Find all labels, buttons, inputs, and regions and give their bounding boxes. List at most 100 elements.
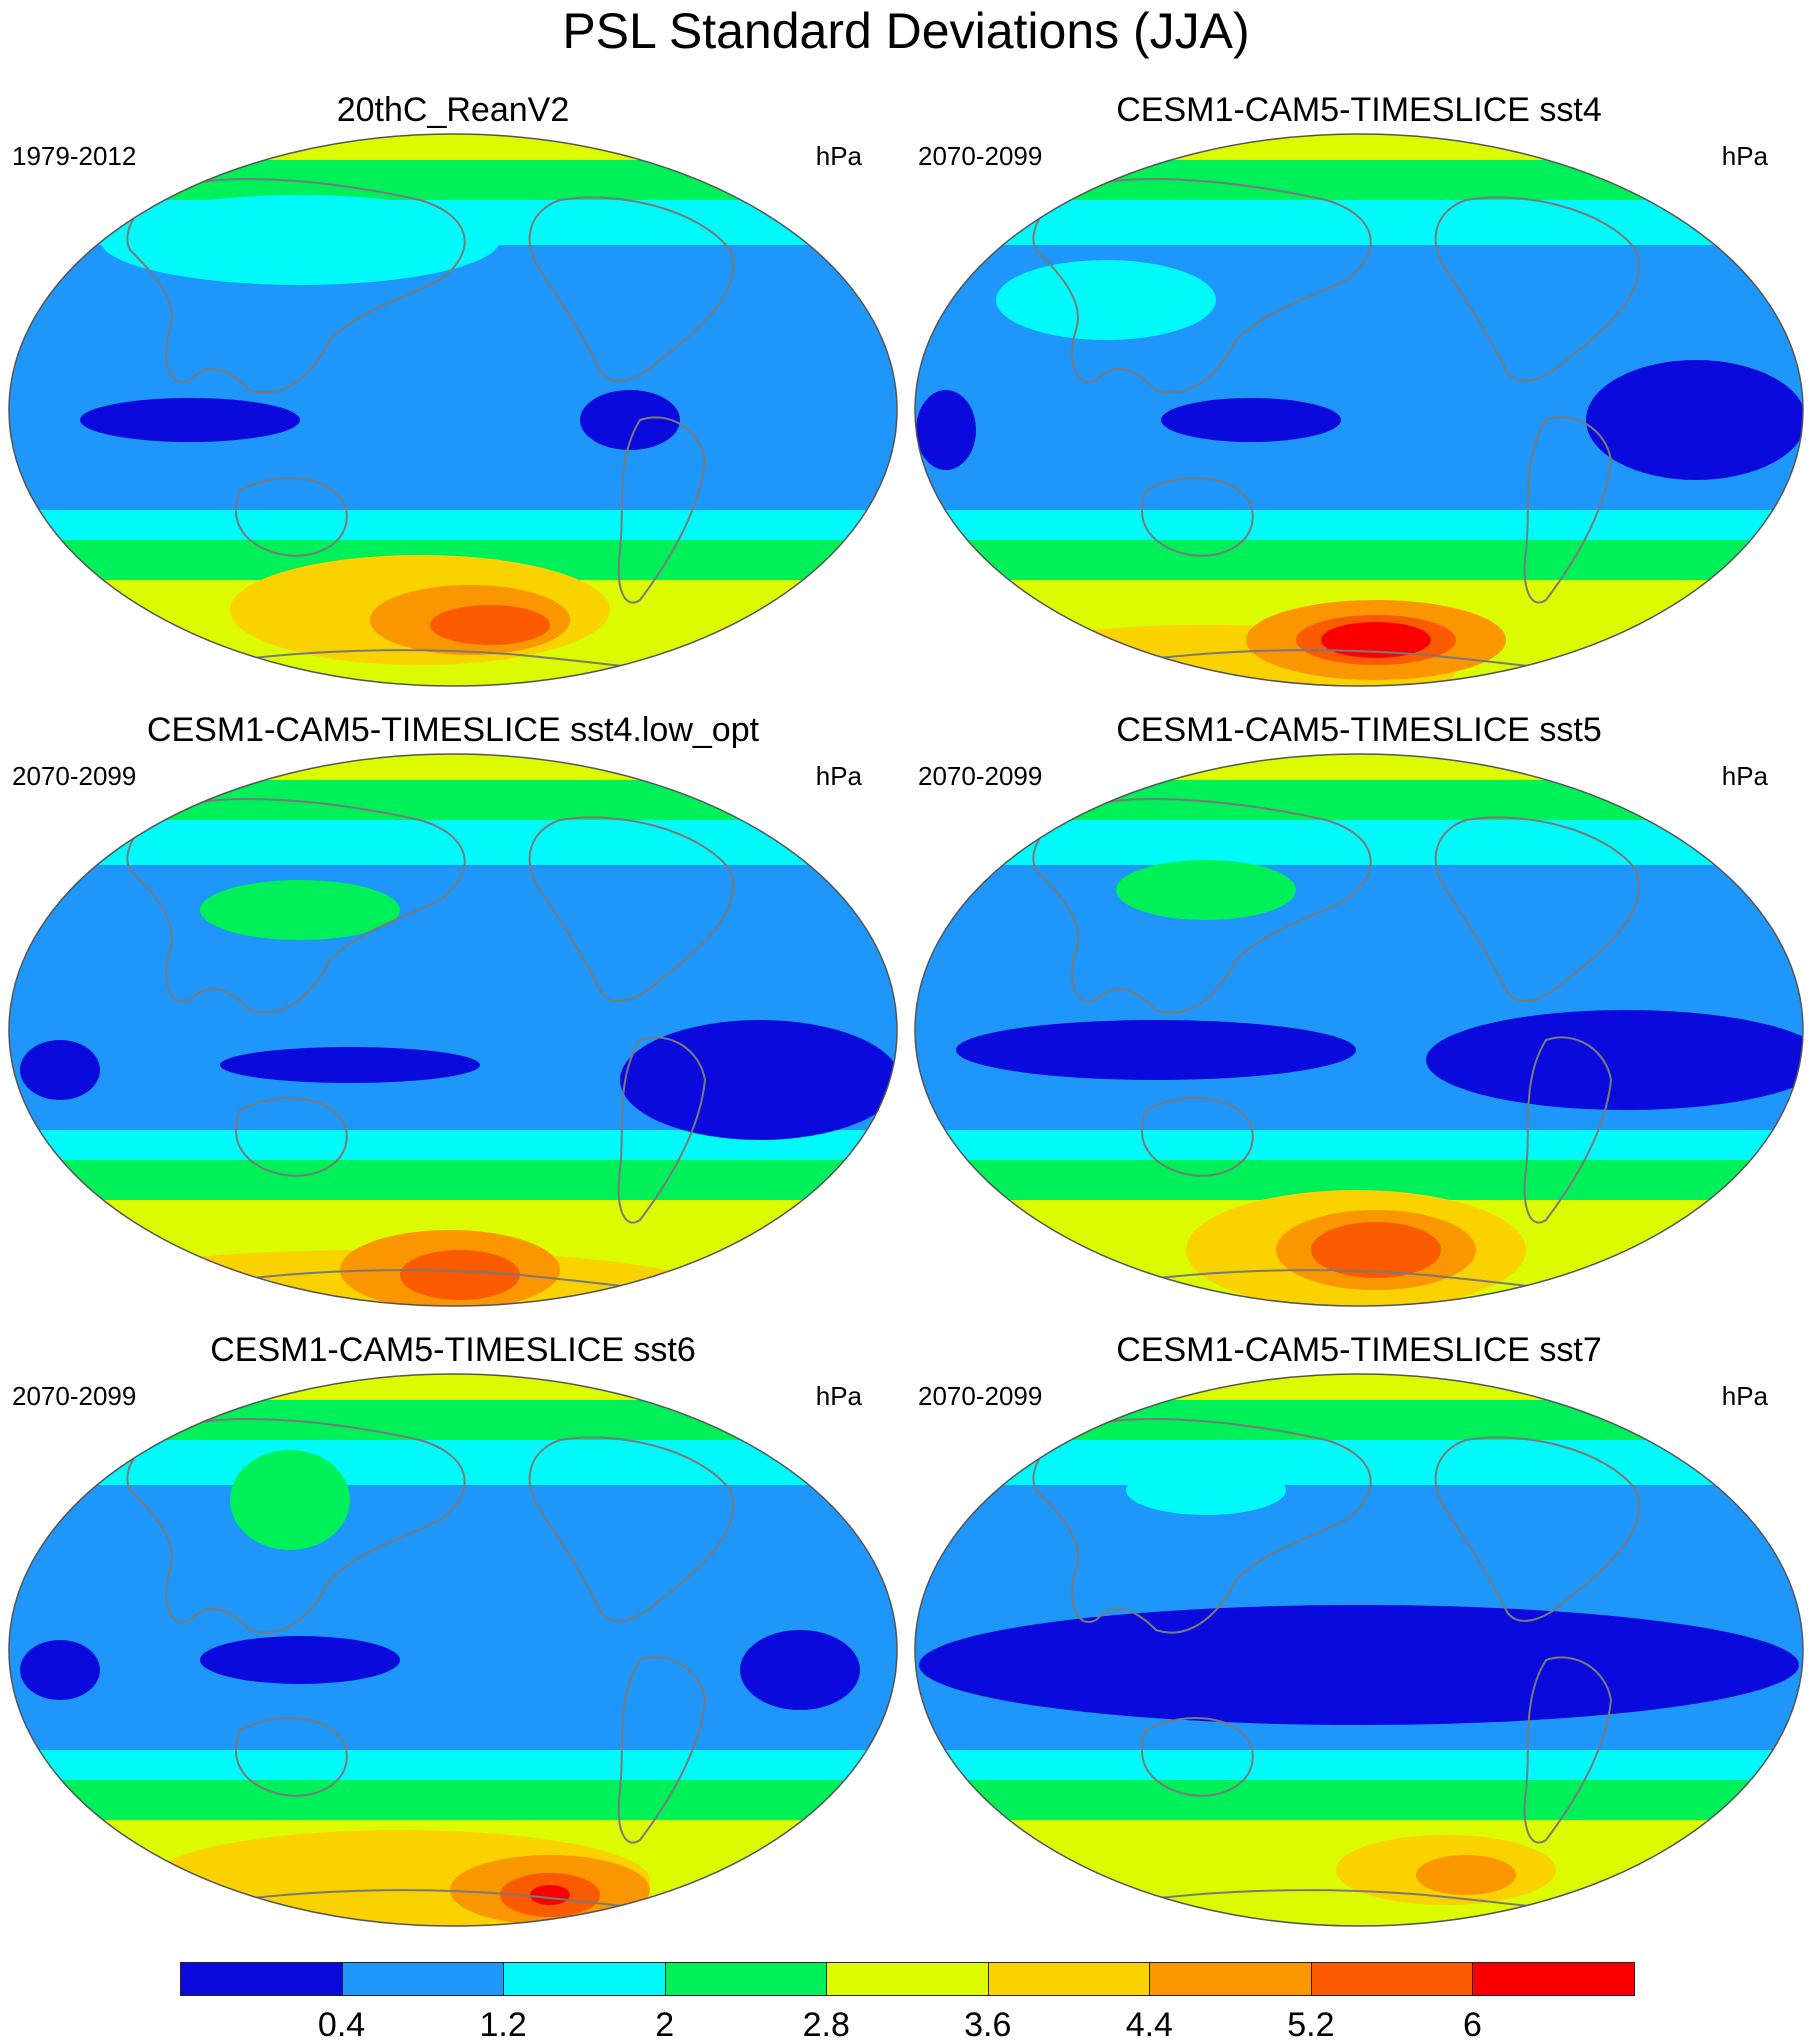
- map-outline: [8, 753, 898, 1307]
- contour-band: [9, 780, 897, 820]
- coast-australia: [235, 477, 348, 557]
- contour-band: [915, 510, 1803, 540]
- contour-band: [915, 1440, 1803, 1485]
- contour-band: [9, 820, 897, 865]
- coast-north-america: [1434, 1436, 1640, 1622]
- map-panel-sst4: CESM1-CAM5-TIMESLICE sst4 2070-2099 hPa: [906, 90, 1812, 710]
- colorbar-segment: [826, 1962, 989, 1996]
- coast-australia: [235, 1097, 348, 1177]
- coast-australia: [235, 1717, 348, 1797]
- panel-period-label: 2070-2099: [12, 761, 137, 791]
- blob-low-central: [1161, 398, 1341, 442]
- contour-band: [9, 1780, 897, 1820]
- blob-low-east: [1586, 360, 1803, 480]
- colorbar-segment: [503, 1962, 666, 1996]
- blob-north-cyan: [996, 260, 1216, 340]
- blob-low-east: [580, 390, 680, 450]
- colorbar-tick-label: 6: [1462, 2006, 1482, 2044]
- panel-period-label: 2070-2099: [918, 1381, 1043, 1411]
- contour-band: [9, 1160, 897, 1200]
- coast-asia: [126, 798, 466, 1014]
- panel-period-label: 1979-2012: [12, 141, 137, 171]
- coast-asia: [1032, 178, 1372, 394]
- blob-south-peak: [430, 605, 550, 645]
- map-outline: [914, 1373, 1804, 1927]
- contour-band: [9, 160, 897, 200]
- blob-north-green: [230, 1450, 350, 1550]
- coast-australia: [1141, 1097, 1254, 1177]
- blob-south-core: [1416, 1855, 1516, 1895]
- contour-band: [915, 820, 1803, 865]
- panel-title: CESM1-CAM5-TIMESLICE sst4: [1116, 91, 1602, 129]
- contour-band: [915, 540, 1803, 580]
- map-outline: [8, 133, 898, 687]
- colorbar: [180, 1962, 1635, 1996]
- blob-low-west: [80, 398, 300, 442]
- coast-north-america: [528, 196, 734, 382]
- colorbar-segment: [180, 1962, 343, 1996]
- panel-title: CESM1-CAM5-TIMESLICE sst7: [1116, 1331, 1602, 1369]
- panel-period-label: 2070-2099: [12, 1381, 137, 1411]
- panel-unit-label: hPa: [1721, 141, 1768, 171]
- world-map: [914, 753, 1804, 1307]
- contour-band: [915, 1130, 1803, 1160]
- coast-south-america: [617, 416, 707, 604]
- blob-low-edge: [916, 390, 976, 470]
- map-panel-sst6: CESM1-CAM5-TIMESLICE sst6 2070-2099 hPa: [0, 1330, 906, 1950]
- panel-period-label: 2070-2099: [918, 141, 1043, 171]
- blob-low-central: [220, 1047, 480, 1083]
- colorbar-segment: [1310, 1962, 1474, 1996]
- blob-low-east: [1426, 1010, 1803, 1110]
- panel-unit-label: hPa: [815, 1381, 862, 1411]
- colorbar-segment: [1149, 1962, 1312, 1996]
- contour-band: [915, 1780, 1803, 1820]
- panel-title: 20thC_ReanV2: [336, 91, 570, 129]
- map-panel-sst4-low-opt: CESM1-CAM5-TIMESLICE sst4.low_opt 2070-2…: [0, 710, 906, 1330]
- coast-south-america: [1523, 416, 1613, 604]
- blob-south-peak: [1311, 1222, 1441, 1278]
- map-outline: [914, 753, 1804, 1307]
- panel-unit-label: hPa: [1721, 1381, 1768, 1411]
- map-panel-20thc-reanv2: 20thC_ReanV2 1979-2012 hPa: [0, 90, 906, 710]
- blob-north-cyan: [100, 195, 500, 285]
- panel-title: CESM1-CAM5-TIMESLICE sst4.low_opt: [146, 711, 760, 749]
- blob-low-west: [20, 1040, 100, 1100]
- panel-period-label: 2070-2099: [918, 761, 1043, 791]
- map-outline: [8, 1373, 898, 1927]
- colorbar-tick-label: 0.4: [317, 2006, 366, 2044]
- coast-australia: [1141, 477, 1254, 557]
- blob-north-green: [1116, 860, 1296, 920]
- panel-unit-label: hPa: [815, 141, 862, 171]
- coast-australia: [1141, 1717, 1254, 1797]
- colorbar-segment: [987, 1962, 1151, 1996]
- blob-low-central: [200, 1636, 400, 1684]
- coast-south-america: [617, 1656, 707, 1844]
- world-map: [8, 133, 898, 687]
- panel-unit-label: hPa: [1721, 761, 1768, 791]
- contour-band: [9, 1400, 897, 1440]
- world-map: [914, 133, 1804, 687]
- coast-south-america: [617, 1036, 707, 1224]
- contour-band: [915, 160, 1803, 200]
- coast-asia: [1032, 798, 1372, 1014]
- blob-south-max: [1321, 622, 1431, 658]
- colorbar-tick-label: 5.2: [1287, 2006, 1335, 2044]
- coast-asia: [126, 178, 466, 394]
- panel-unit-label: hPa: [815, 761, 862, 791]
- contour-band: [915, 1750, 1803, 1780]
- contour-band: [915, 1400, 1803, 1440]
- blob-south-max: [530, 1885, 570, 1905]
- panel-title: CESM1-CAM5-TIMESLICE sst6: [210, 1331, 696, 1369]
- coast-south-america: [1523, 1036, 1613, 1224]
- blob-north-cyan: [1126, 1465, 1286, 1515]
- blob-low-west: [20, 1640, 100, 1700]
- panel-title: CESM1-CAM5-TIMESLICE sst5: [1116, 711, 1602, 749]
- world-map: [914, 1373, 1804, 1927]
- world-map: [8, 753, 898, 1307]
- blob-low-central: [956, 1020, 1356, 1080]
- contour-band: [915, 780, 1803, 820]
- coast-asia: [1032, 1418, 1372, 1634]
- contour-band: [9, 1485, 897, 1750]
- figure-title: PSL Standard Deviations (JJA): [562, 3, 1250, 59]
- blob-low-east: [740, 1630, 860, 1710]
